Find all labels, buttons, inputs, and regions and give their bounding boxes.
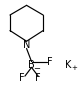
Text: +: + [71,65,77,71]
Text: B: B [28,59,35,70]
Text: N: N [23,40,30,50]
Text: F: F [47,57,53,67]
Text: F: F [35,73,41,83]
Text: K: K [65,59,71,70]
Text: F: F [19,73,24,83]
Text: −: − [33,64,40,73]
